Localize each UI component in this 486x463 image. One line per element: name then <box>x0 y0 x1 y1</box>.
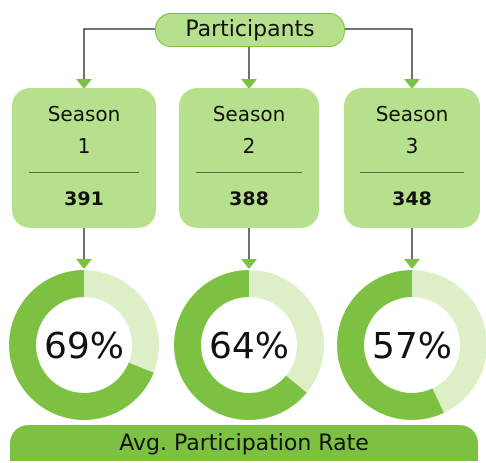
rate-label: 69% <box>44 326 124 367</box>
connectors <box>83 28 413 260</box>
season-label: Season 2 <box>212 102 286 158</box>
donut-arc <box>9 270 154 420</box>
rate-label: 57% <box>372 326 452 367</box>
participant-count: 388 <box>229 188 269 210</box>
season-box: Season 2 388 <box>179 88 319 228</box>
connector <box>343 28 413 80</box>
season-box: Season 3 348 <box>344 88 480 228</box>
participant-count: 348 <box>392 188 432 210</box>
season-label: Season 3 <box>375 102 449 158</box>
arrow <box>404 79 420 89</box>
rate-label: 64% <box>209 326 289 367</box>
arrow <box>404 259 420 269</box>
arrow <box>241 259 257 269</box>
arrow <box>76 259 92 269</box>
root-node: Participants <box>155 13 345 47</box>
season-label: Season 1 <box>47 102 121 158</box>
donuts: 69% 64% 57% <box>9 270 486 421</box>
connector <box>83 28 155 80</box>
participant-count: 391 <box>64 188 104 210</box>
arrows <box>76 79 420 269</box>
season-box: Season 1 391 <box>12 88 156 228</box>
footer-label: Avg. Participation Rate <box>10 425 478 461</box>
separator <box>29 172 139 173</box>
donut-arc <box>336 270 444 420</box>
arrow <box>76 79 92 89</box>
donut-arc <box>173 270 307 421</box>
separator <box>195 172 303 173</box>
separator <box>360 172 464 173</box>
arrow <box>241 79 257 89</box>
